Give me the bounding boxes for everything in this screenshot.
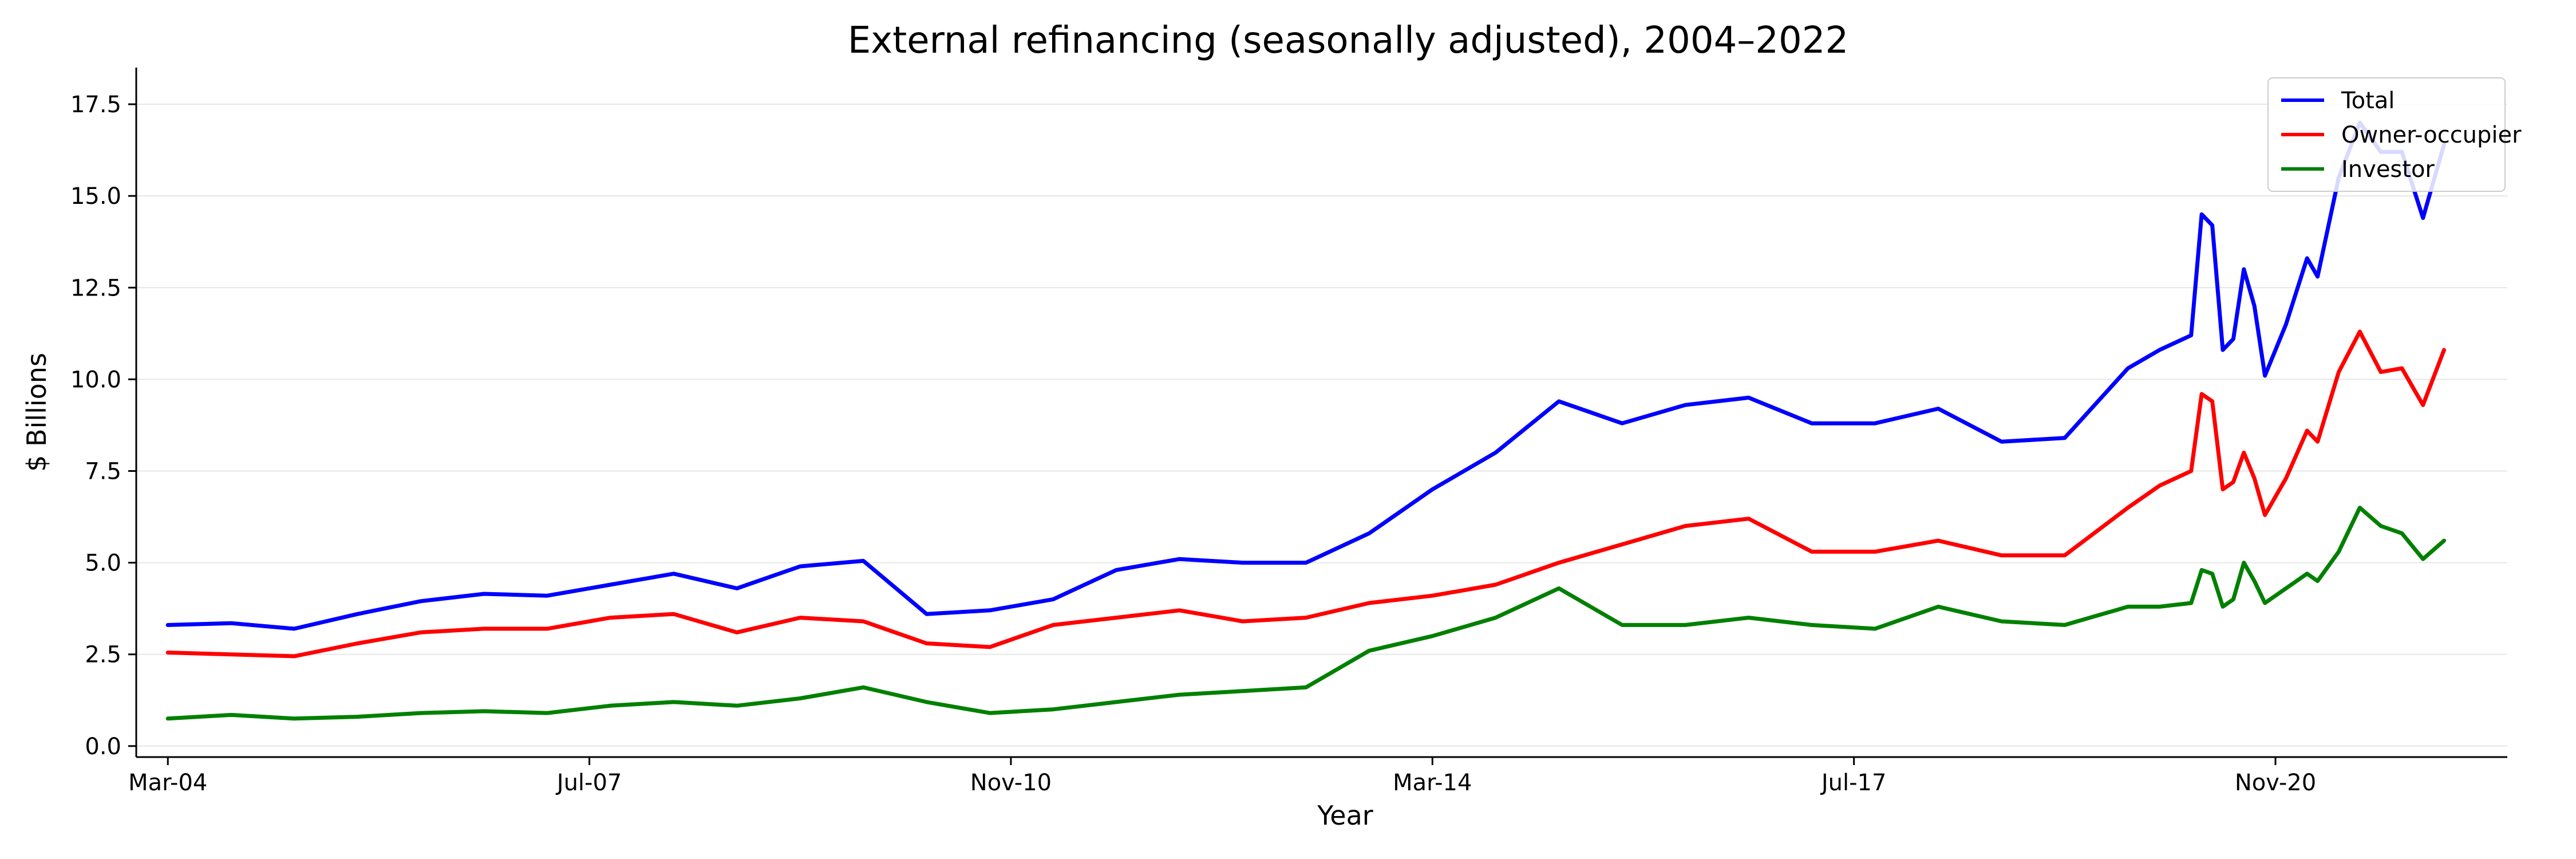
x-axis-ticks: Mar-04 Jul-07 Nov-10 Mar-14 Jul-17 Nov-20 bbox=[128, 757, 2316, 796]
x-tick-label: Mar-14 bbox=[1393, 770, 1472, 796]
series-line-total bbox=[165, 120, 2446, 631]
legend-label-owner-occupier: Owner-occupier bbox=[2341, 122, 2522, 148]
y-axis-ticks: 0.0 2.5 5.0 7.5 10.0 12.5 15.0 17.5 bbox=[70, 92, 136, 760]
legend-box bbox=[2267, 77, 2506, 192]
y-tick-label: 0.0 bbox=[85, 734, 121, 760]
y-tick-label: 5.0 bbox=[85, 550, 121, 577]
series-line-owner-occupier bbox=[165, 329, 2446, 659]
y-tick-label: 7.5 bbox=[85, 458, 121, 484]
x-tick-label: Nov-10 bbox=[970, 770, 1052, 796]
series-line-investor bbox=[165, 506, 2446, 721]
y-tick-label: 17.5 bbox=[70, 92, 121, 118]
y-axis-label: $ Billions bbox=[21, 353, 52, 472]
legend-label-investor: Investor bbox=[2341, 156, 2435, 183]
y-tick-label: 2.5 bbox=[85, 642, 121, 668]
legend-label-total: Total bbox=[2341, 88, 2395, 114]
x-tick-label: Jul-17 bbox=[1820, 770, 1887, 796]
y-tick-label: 12.5 bbox=[70, 275, 121, 301]
x-axis-label: Year bbox=[1317, 800, 1373, 831]
x-tick-label: Nov-20 bbox=[2235, 770, 2316, 796]
y-tick-label: 10.0 bbox=[70, 367, 121, 393]
x-tick-label: Jul-07 bbox=[555, 770, 622, 796]
chart-title: External refinancing (seasonally adjuste… bbox=[848, 19, 1848, 62]
x-tick-label: Mar-04 bbox=[128, 770, 207, 796]
y-tick-label: 15.0 bbox=[70, 183, 121, 210]
legend: Total Owner-occupier Investor bbox=[2267, 77, 2522, 192]
series-lines bbox=[165, 120, 2446, 721]
gridlines bbox=[136, 104, 2507, 747]
